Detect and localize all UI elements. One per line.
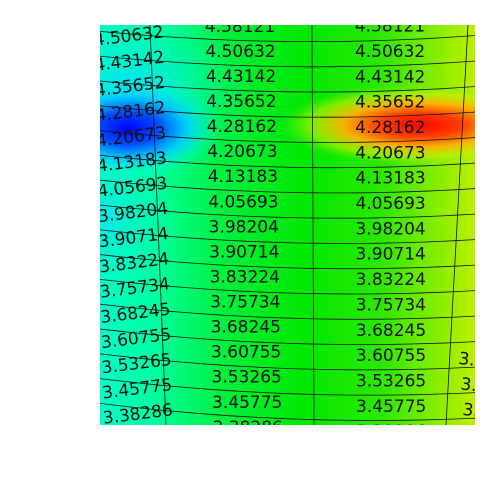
contour-line [100, 353, 475, 371]
contour-label: 4.35652 [355, 93, 425, 113]
contour-label-right: 3.38286 [463, 425, 500, 453]
contour-label: 3.83224 [210, 268, 280, 288]
contour-line [80, 5, 485, 17]
contour-label: 3.68245 [356, 321, 426, 341]
contour-label: 4.43142 [355, 67, 425, 87]
contour-line [100, 254, 475, 270]
contour-line [80, 426, 485, 446]
contour-label: 4.20673 [355, 143, 425, 163]
contour-label: 4.28162 [207, 117, 277, 137]
contour-label: 3.53265 [212, 368, 282, 388]
contour-label: 3.83224 [356, 270, 426, 290]
contour-label: 4.43142 [206, 67, 276, 87]
contour-label: 4.58121 [355, 17, 425, 37]
contour-line [100, 130, 475, 143]
contour-line [100, 303, 475, 320]
contour-line [100, 105, 475, 118]
contour-label: 3.53265 [356, 372, 426, 392]
contour-label: 3.98204 [209, 217, 279, 237]
contour-label: 3.60755 [356, 346, 426, 366]
contour-label: 3.90714 [356, 245, 426, 265]
grid-verticals [149, 25, 469, 425]
contour-label-edge: 4.58121 [92, 0, 164, 26]
red-high-region [280, 85, 475, 165]
contour-label: 4.05693 [208, 192, 278, 212]
contour-line [100, 154, 475, 169]
contour-line [100, 30, 475, 42]
contour-label: 4.35652 [206, 92, 276, 112]
contour-lines [80, 5, 485, 446]
blue-low-region [100, 80, 218, 176]
contour-label: 3.98204 [355, 219, 425, 239]
contour-label: 4.50632 [205, 42, 275, 62]
grid-vertical-line [149, 25, 167, 425]
contour-label: 3.75734 [356, 295, 426, 315]
contour-label: 4.13183 [355, 169, 425, 189]
contour-line [100, 278, 475, 295]
contour-line [100, 55, 475, 68]
contour-line [100, 204, 475, 219]
grid-vertical-line [311, 25, 315, 425]
contour-label: 3.45775 [212, 393, 282, 413]
contour-line [100, 229, 475, 244]
contour-line [100, 402, 475, 421]
contour-line [100, 80, 475, 93]
contour-line [100, 328, 475, 346]
contour-label: 3.45775 [356, 397, 426, 417]
contour-label: 3.38286 [356, 422, 426, 442]
contour-label: 4.58121 [205, 17, 275, 37]
contour-label: 3.68245 [211, 318, 281, 338]
contour-label: 4.50632 [355, 42, 425, 62]
contour-label: 3.60755 [211, 343, 281, 363]
contour-line [100, 378, 475, 396]
contour-label: 4.20673 [207, 142, 277, 162]
contour-line [100, 179, 475, 194]
contour-label-right: 3.45775 [461, 400, 500, 428]
contour-label: 4.13183 [208, 167, 278, 187]
contour-label: 4.05693 [355, 194, 425, 214]
contour-label: 3.75734 [210, 293, 280, 313]
contour-label: 3.38286 [213, 418, 283, 438]
cyan-region-lower [100, 140, 180, 300]
contour-label: 3.90714 [209, 242, 279, 262]
grid-vertical-line [445, 25, 469, 425]
contour-label: 4.28162 [355, 118, 425, 138]
